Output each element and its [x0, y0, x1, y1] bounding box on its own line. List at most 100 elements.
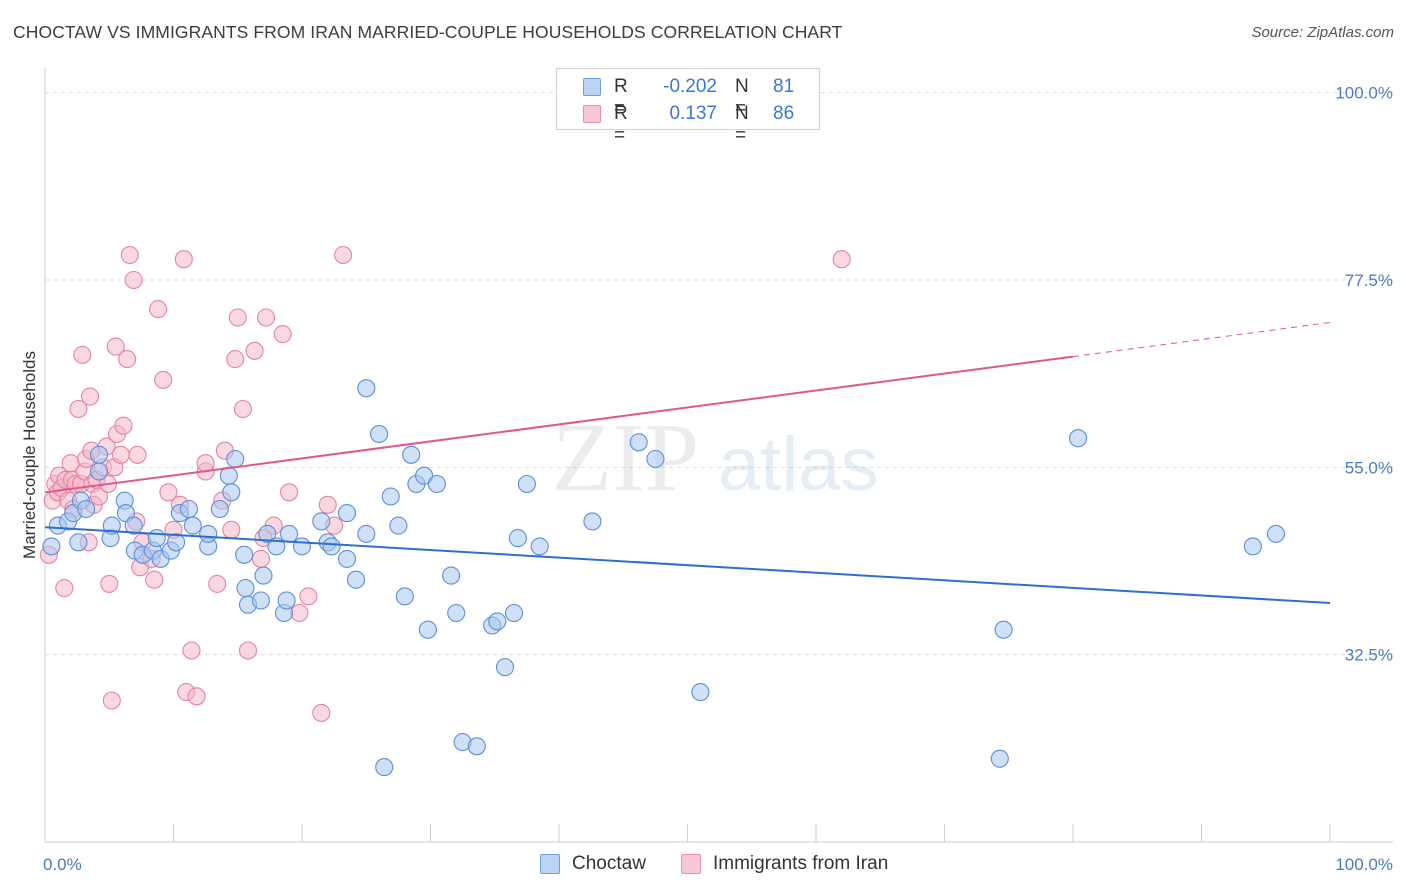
- choctaw-point: [375, 758, 394, 777]
- choctaw-point: [236, 579, 255, 598]
- choctaw-point: [199, 524, 218, 543]
- choctaw-point: [508, 529, 527, 548]
- axes: [44, 68, 1393, 843]
- choctaw-point: [994, 620, 1013, 639]
- y-tick-label: 55.0%: [1345, 458, 1393, 477]
- choctaw-point: [280, 524, 299, 543]
- choctaw-point: [69, 533, 88, 552]
- choctaw-point: [691, 683, 710, 702]
- choctaw-point: [370, 424, 389, 444]
- iran-point: [299, 587, 318, 606]
- choctaw-point: [467, 737, 486, 756]
- choctaw-point: [495, 658, 515, 677]
- choctaw-point: [89, 462, 109, 481]
- choctaw-trend-line: [44, 526, 1331, 605]
- legend-swatch-choctaw: [583, 78, 601, 96]
- choctaw-point: [42, 537, 61, 556]
- iran-point: [233, 399, 252, 419]
- watermark-atlas: atlas: [718, 422, 879, 507]
- choctaw-point: [357, 524, 376, 543]
- iran-point: [124, 270, 143, 290]
- iran-point: [238, 641, 258, 660]
- choctaw-point: [346, 570, 366, 589]
- choctaw-point: [381, 487, 400, 506]
- legend-n-label: N =: [735, 103, 749, 146]
- watermark: ZIP atlas: [552, 404, 879, 512]
- legend-r-label: R =: [614, 103, 628, 146]
- choctaw-point: [254, 566, 273, 585]
- choctaw-point: [292, 537, 312, 556]
- choctaw-point: [583, 512, 602, 531]
- choctaw-point: [646, 449, 665, 469]
- choctaw-point: [337, 549, 357, 568]
- iran-point: [196, 454, 215, 473]
- iran-point: [128, 445, 147, 464]
- choctaw-point: [447, 603, 466, 623]
- choctaw-point: [179, 499, 198, 519]
- iran-point: [228, 308, 247, 327]
- iran-point: [149, 300, 168, 319]
- iran-point: [222, 520, 241, 539]
- iran-point: [80, 387, 100, 406]
- bottom-legend-label-iran: Immigrants from Iran: [713, 853, 889, 874]
- legend-r-value-iran: 0.137: [669, 103, 717, 124]
- iran-point: [182, 641, 201, 660]
- choctaw-point: [427, 474, 446, 494]
- choctaw-point: [517, 474, 536, 494]
- iran-point: [334, 245, 353, 265]
- choctaw-point: [1243, 537, 1262, 556]
- y-tick-label: 32.5%: [1345, 646, 1393, 665]
- iran-point: [114, 416, 133, 435]
- choctaw-point: [277, 591, 296, 610]
- choctaw-point: [251, 591, 270, 610]
- iran-point: [318, 495, 337, 514]
- choctaw-point: [442, 566, 461, 585]
- choctaw-point: [89, 445, 109, 464]
- iran-point: [106, 337, 125, 356]
- iran-point: [111, 445, 130, 464]
- iran-point: [280, 483, 299, 502]
- choctaw-point: [530, 537, 549, 556]
- bottom-legend-swatch-choctaw: [540, 854, 560, 874]
- iran-point: [290, 603, 309, 623]
- iran-point: [251, 549, 270, 568]
- choctaw-point: [183, 516, 202, 535]
- legend-n-label: N =: [735, 76, 749, 119]
- trend-lines: [44, 321, 1331, 605]
- y-axis-label: Married-couple Households: [20, 351, 39, 559]
- choctaw-point: [504, 603, 524, 623]
- iran-point: [55, 579, 74, 598]
- x-tick-label: 0.0%: [43, 855, 82, 874]
- choctaw-point: [147, 529, 166, 548]
- iran-point: [174, 250, 193, 269]
- choctaw-point: [337, 504, 357, 523]
- iran-point: [102, 691, 121, 710]
- y-tick-label: 77.5%: [1345, 271, 1393, 290]
- x-tick-label: 100.0%: [1335, 855, 1393, 874]
- choctaw-point: [389, 516, 408, 535]
- iran-point: [832, 250, 851, 269]
- legend-swatch-iran: [583, 105, 601, 123]
- iran-trend-line: [44, 355, 1074, 494]
- choctaw-point: [102, 516, 121, 535]
- iran-point: [226, 350, 245, 369]
- iran-point: [145, 570, 164, 589]
- legend-n-value-iran: 86: [773, 103, 795, 124]
- legend-n-value-choctaw: 81: [773, 76, 795, 97]
- legend-r-label: R =: [614, 76, 628, 119]
- grid-lines: [45, 92, 1393, 656]
- choctaw-point: [167, 533, 186, 552]
- choctaw-point: [990, 749, 1009, 768]
- choctaw-point: [402, 445, 421, 464]
- choctaw-point: [1266, 524, 1286, 543]
- iran-point: [120, 245, 139, 265]
- choctaw-point: [1069, 429, 1088, 448]
- iran-points: [39, 245, 851, 722]
- iran-trend-extension: [1072, 321, 1331, 358]
- iran-point: [273, 325, 292, 344]
- iran-point: [69, 399, 88, 419]
- correlation-legend: R = -0.202 N = 81 R = 0.137 N = 86: [556, 68, 820, 146]
- iran-point: [118, 350, 137, 369]
- choctaw-point: [629, 433, 648, 452]
- iran-point: [312, 703, 331, 722]
